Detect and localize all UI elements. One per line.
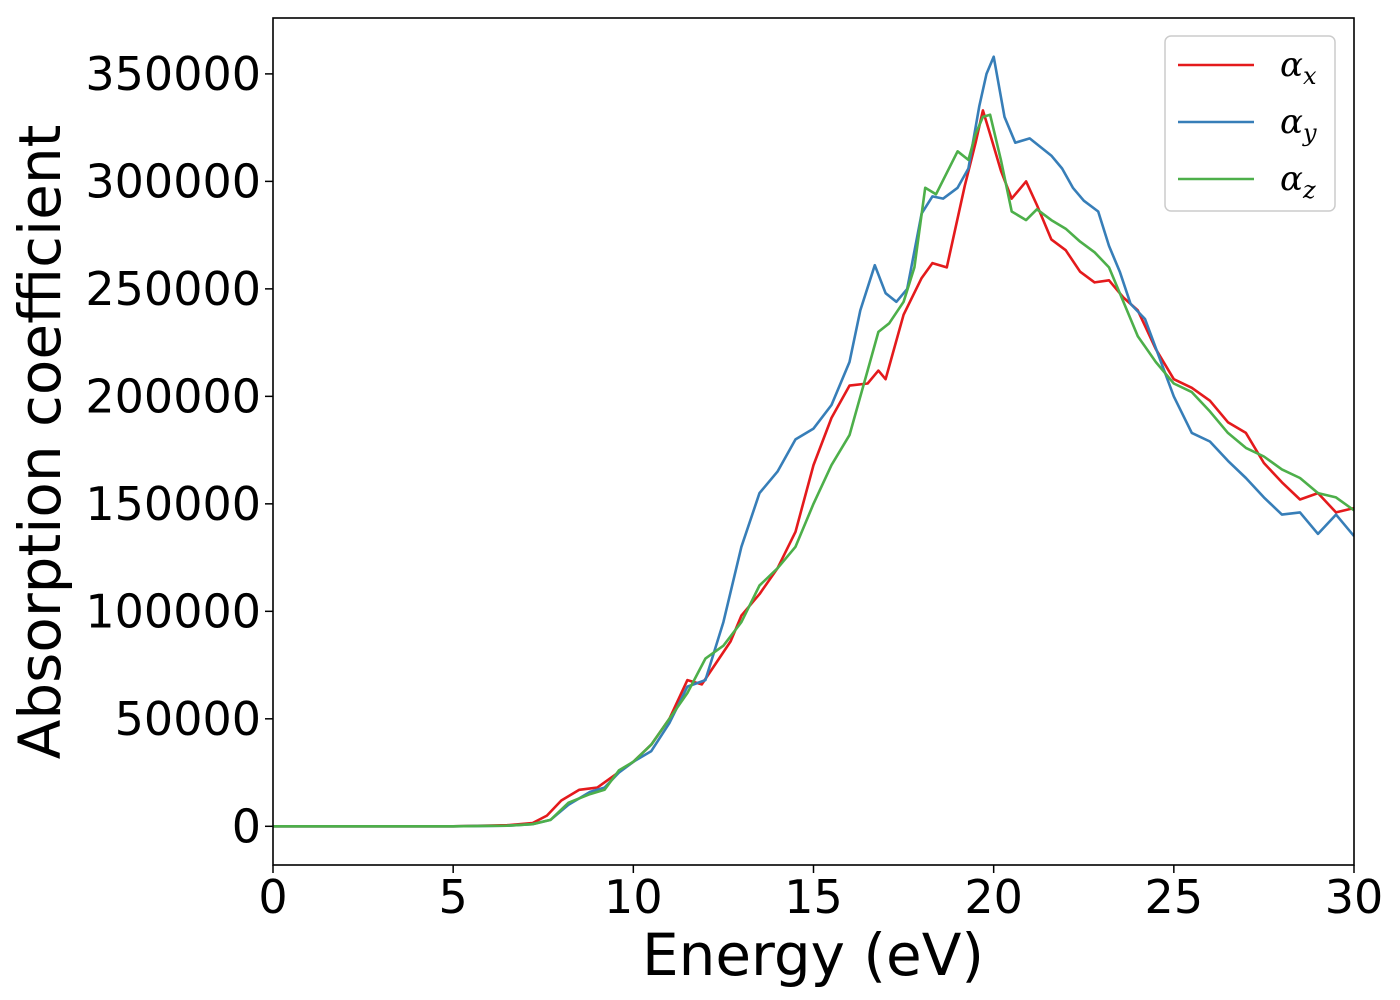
- x-tick-label: 15: [784, 870, 843, 924]
- x-tick-label: 5: [439, 870, 468, 924]
- y-tick-label: 350000: [85, 47, 261, 101]
- legend-subscript: y: [1302, 119, 1317, 147]
- y-axis: 0 50000 100000 150000 200000 250000 300000 3500…: [85, 47, 273, 853]
- y-tick-label: 300000: [85, 154, 261, 208]
- y-tick-label: 200000: [85, 369, 261, 423]
- y-tick-label: 0: [232, 799, 261, 853]
- legend-label-alpha-z: αz: [1280, 159, 1316, 204]
- y-tick-label: 250000: [85, 262, 261, 316]
- legend-label-alpha-y: αy: [1280, 102, 1317, 147]
- legend-subscript: z: [1302, 176, 1316, 204]
- legend-symbol: α: [1280, 102, 1303, 142]
- x-tick-label: 25: [1145, 870, 1204, 924]
- y-tick-label: 100000: [85, 584, 261, 638]
- series-line-alpha-z: [273, 113, 1354, 828]
- x-tick-label: 20: [964, 870, 1023, 924]
- y-tick-label: 150000: [85, 477, 261, 531]
- x-tick-label: 0: [258, 870, 287, 924]
- x-tick-label: 10: [604, 870, 663, 924]
- legend-symbol: α: [1280, 159, 1303, 199]
- series-line-alpha-x: [273, 109, 1354, 828]
- y-tick-label: 50000: [115, 692, 261, 746]
- legend-symbol: α: [1280, 45, 1303, 85]
- legend-subscript: x: [1303, 62, 1317, 90]
- series-layer: [273, 55, 1354, 828]
- legend-label-alpha-x: αx: [1280, 45, 1317, 90]
- x-axis-label: Energy (eV): [642, 921, 984, 989]
- x-tick-label: 30: [1325, 870, 1384, 924]
- y-axis-label: Absorption coefficient: [6, 125, 74, 760]
- series-line-alpha-y: [273, 55, 1354, 828]
- x-axis: 0 5 10 15 20 25 30: [258, 865, 1383, 924]
- legend-box: [1164, 35, 1336, 212]
